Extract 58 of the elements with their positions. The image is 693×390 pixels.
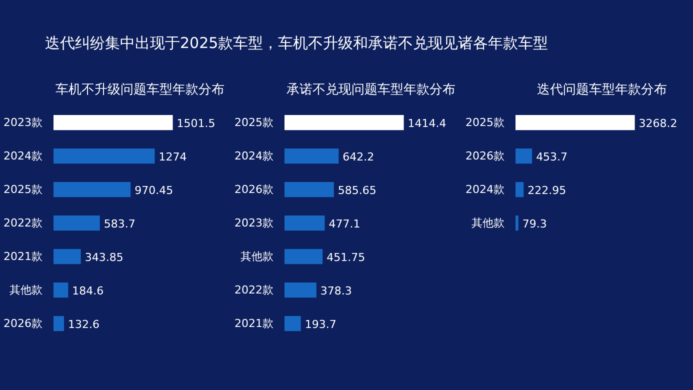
y-tick-label: 2024款: [466, 183, 505, 196]
bar: [284, 115, 404, 130]
y-tick-label: 2025款: [4, 183, 43, 196]
y-tick-label: 2022款: [234, 284, 274, 297]
data-label: 222.95: [528, 184, 566, 198]
bar: [54, 216, 100, 231]
data-label: 193.7: [304, 318, 336, 332]
chart-title: 迭代问题车型年款分布: [537, 82, 667, 98]
y-tick-label: 其他款: [10, 284, 42, 297]
bar: [54, 249, 81, 264]
y-tick-label: 2022款: [4, 216, 43, 230]
data-label: 642.2: [342, 150, 374, 164]
y-tick-label: 2023款: [4, 116, 43, 130]
bar: [54, 115, 173, 130]
data-label: 453.7: [536, 150, 568, 164]
data-label: 184.6: [72, 284, 104, 298]
y-tick-label: 其他款: [472, 216, 504, 230]
bar: [54, 316, 64, 332]
data-label: 3268.2: [638, 117, 678, 130]
y-tick-label: 2026款: [234, 183, 274, 196]
data-label: 477.1: [328, 218, 360, 231]
y-tick-label: 2026款: [4, 317, 43, 330]
data-label: 970.45: [134, 184, 174, 198]
bar: [284, 282, 316, 298]
y-tick-label: 2026款: [466, 150, 505, 163]
bar: [516, 182, 524, 198]
data-label: 583.7: [104, 218, 136, 231]
bar: [516, 216, 518, 231]
text: 迭代纠纷集中出现于2025款车型，车机不升级和承诺不兑现见诸各年款车型: [45, 33, 548, 54]
y-tick-label: 2021款: [4, 250, 43, 264]
bar: [284, 249, 323, 264]
bar: [54, 148, 155, 164]
data-label: 378.3: [320, 284, 352, 298]
bar: [54, 182, 131, 198]
chart-title: 车机不升级问题车型年款分布: [56, 82, 224, 98]
data-label: 1414.4: [408, 117, 446, 130]
bar: [284, 148, 339, 164]
y-tick-label: 2024款: [234, 150, 274, 163]
y-tick-label: 其他款: [240, 250, 274, 264]
data-label: 343.85: [84, 251, 124, 264]
bar: [284, 216, 325, 231]
bar: [516, 148, 532, 164]
y-tick-label: 2021款: [234, 317, 274, 330]
bar: [284, 316, 301, 332]
y-tick-label: 2025款: [466, 116, 505, 130]
data-label: 79.3: [522, 218, 547, 231]
data-label: 1274: [158, 150, 187, 164]
data-label: 1501.5: [176, 117, 216, 130]
bar: [284, 182, 334, 198]
chart-title: 承诺不兑现问题车型年款分布: [286, 82, 456, 98]
bar: [516, 115, 635, 130]
data-label: 585.65: [338, 184, 376, 198]
bar: [54, 282, 68, 298]
y-tick-label: 2023款: [234, 216, 274, 230]
data-label: 132.6: [68, 318, 100, 332]
data-label: 451.75: [326, 251, 366, 264]
y-tick-label: 2025款: [234, 116, 274, 130]
y-tick-label: 2024款: [4, 150, 43, 163]
